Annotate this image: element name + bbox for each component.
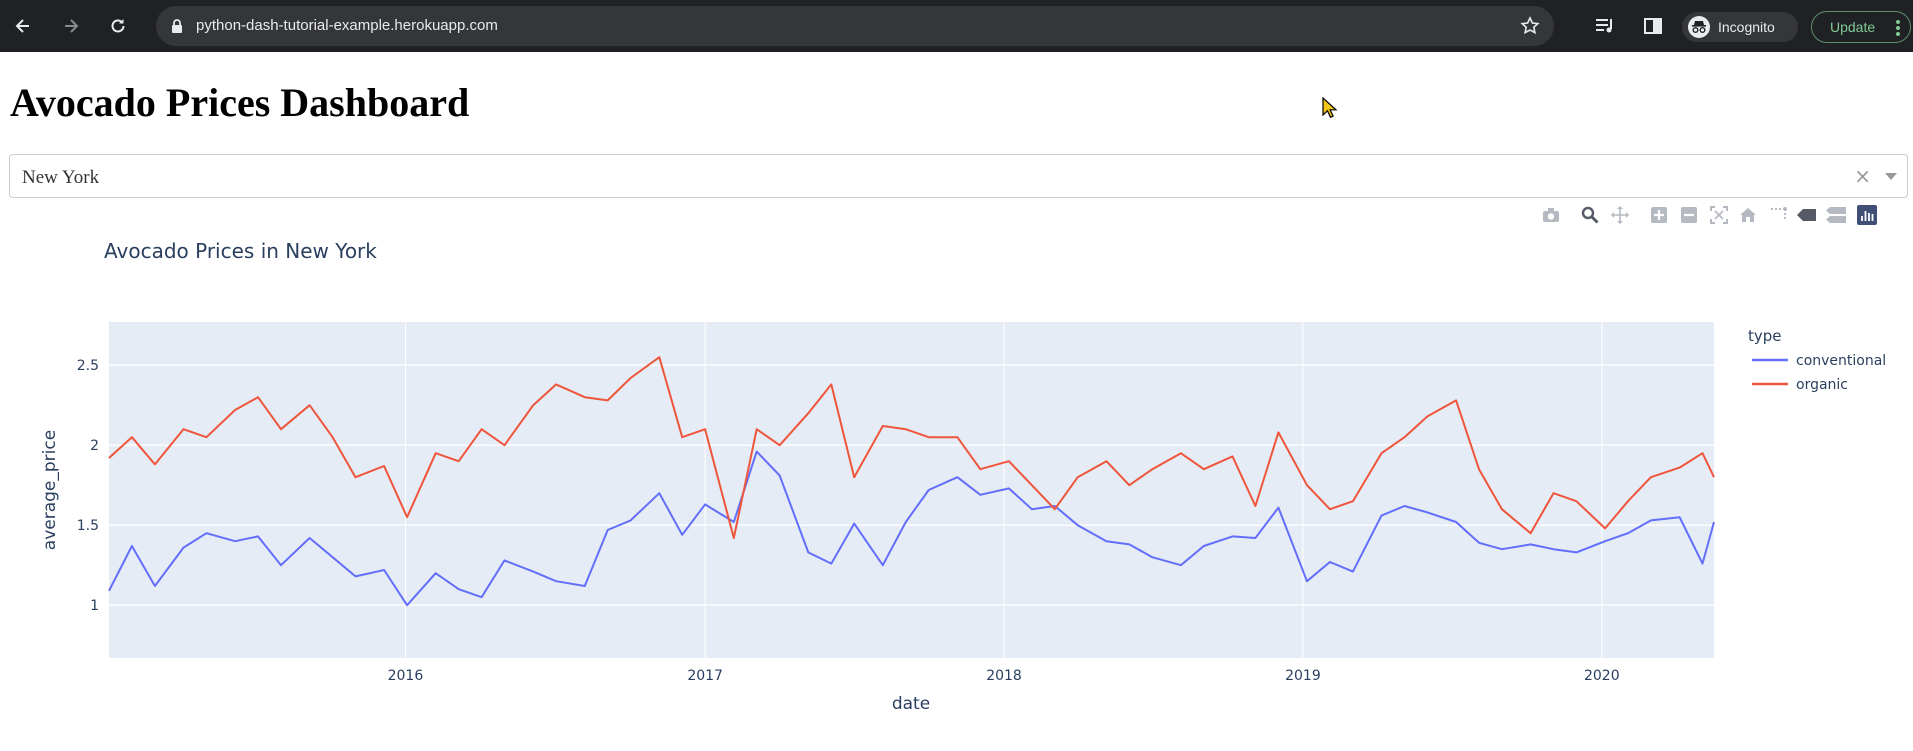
y-tick-label: 2.5 xyxy=(77,358,99,374)
incognito-label: Incognito xyxy=(1718,19,1775,35)
side-panel-icon[interactable] xyxy=(1641,12,1665,40)
media-queue-icon[interactable] xyxy=(1593,12,1617,40)
zoom-out-icon[interactable] xyxy=(1678,204,1700,226)
lock-icon xyxy=(170,18,184,39)
reset-axes-icon[interactable] xyxy=(1737,204,1759,226)
dropdown-selected-value: New York xyxy=(22,167,100,188)
incognito-icon xyxy=(1688,16,1710,38)
update-button[interactable]: Update xyxy=(1811,11,1911,43)
chart-title: Avocado Prices in New York xyxy=(104,239,377,263)
series-layer xyxy=(108,356,1715,607)
plotly-logo-icon[interactable] xyxy=(1856,204,1878,226)
x-tick-label: 2019 xyxy=(1285,668,1321,684)
hover-closest-icon[interactable] xyxy=(1796,204,1818,226)
chart-svg: Avocado Prices in New York 2016 2017 2018 2… xyxy=(40,239,1886,714)
y-tick-label: 2 xyxy=(90,438,99,454)
spike-lines-icon[interactable] xyxy=(1767,204,1789,226)
address-bar[interactable]: python-dash-tutorial-example.herokuapp.c… xyxy=(156,6,1554,46)
grid-layer xyxy=(109,322,1714,658)
x-tick-label: 2018 xyxy=(986,668,1022,684)
back-arrow-icon[interactable] xyxy=(11,12,35,40)
hover-compare-icon[interactable] xyxy=(1825,204,1847,226)
page-title: Avocado Prices Dashboard xyxy=(10,80,470,125)
x-tick-label: 2020 xyxy=(1584,668,1620,684)
zoom-in-icon[interactable] xyxy=(1648,204,1670,226)
series-line-conventional xyxy=(108,450,1715,607)
legend-label-organic[interactable]: organic xyxy=(1796,377,1848,393)
url-text: python-dash-tutorial-example.herokuapp.c… xyxy=(196,17,498,34)
menu-kebab-icon[interactable] xyxy=(1896,20,1900,38)
x-axis-label: date xyxy=(892,694,930,714)
pan-icon[interactable] xyxy=(1609,204,1631,226)
dropdown-arrow-icon[interactable] xyxy=(1885,173,1897,180)
clear-selection-icon[interactable]: × xyxy=(1854,164,1871,188)
legend-title: type xyxy=(1748,327,1782,345)
y-tick-label: 1.5 xyxy=(77,518,99,534)
x-tick-label: 2017 xyxy=(687,668,723,684)
mouse-cursor-icon xyxy=(1322,96,1338,124)
bookmark-star-icon[interactable] xyxy=(1520,16,1540,41)
series-line-organic xyxy=(108,356,1715,539)
zoom-icon[interactable] xyxy=(1579,204,1601,226)
price-chart: Avocado Prices in New York 2016 2017 2018 2… xyxy=(0,222,1913,751)
y-tick-label: 1 xyxy=(90,598,99,614)
region-dropdown[interactable]: New York × xyxy=(9,154,1908,198)
tick-layer: 2016 2017 2018 2019 2020 1 1.5 2 2.5 xyxy=(77,358,1620,684)
browser-toolbar: python-dash-tutorial-example.herokuapp.c… xyxy=(0,0,1913,52)
plot-background xyxy=(109,322,1714,658)
legend-label-conventional[interactable]: conventional xyxy=(1796,353,1886,369)
update-label: Update xyxy=(1830,19,1876,35)
legend: type conventional organic xyxy=(1748,327,1886,393)
y-axis-label: average_price xyxy=(40,430,60,550)
incognito-profile-button[interactable]: Incognito xyxy=(1682,12,1798,42)
autoscale-icon[interactable] xyxy=(1708,204,1730,226)
reload-icon[interactable] xyxy=(106,12,130,40)
camera-icon[interactable] xyxy=(1540,204,1562,226)
forward-arrow-icon[interactable] xyxy=(59,12,83,40)
x-tick-label: 2016 xyxy=(388,668,424,684)
